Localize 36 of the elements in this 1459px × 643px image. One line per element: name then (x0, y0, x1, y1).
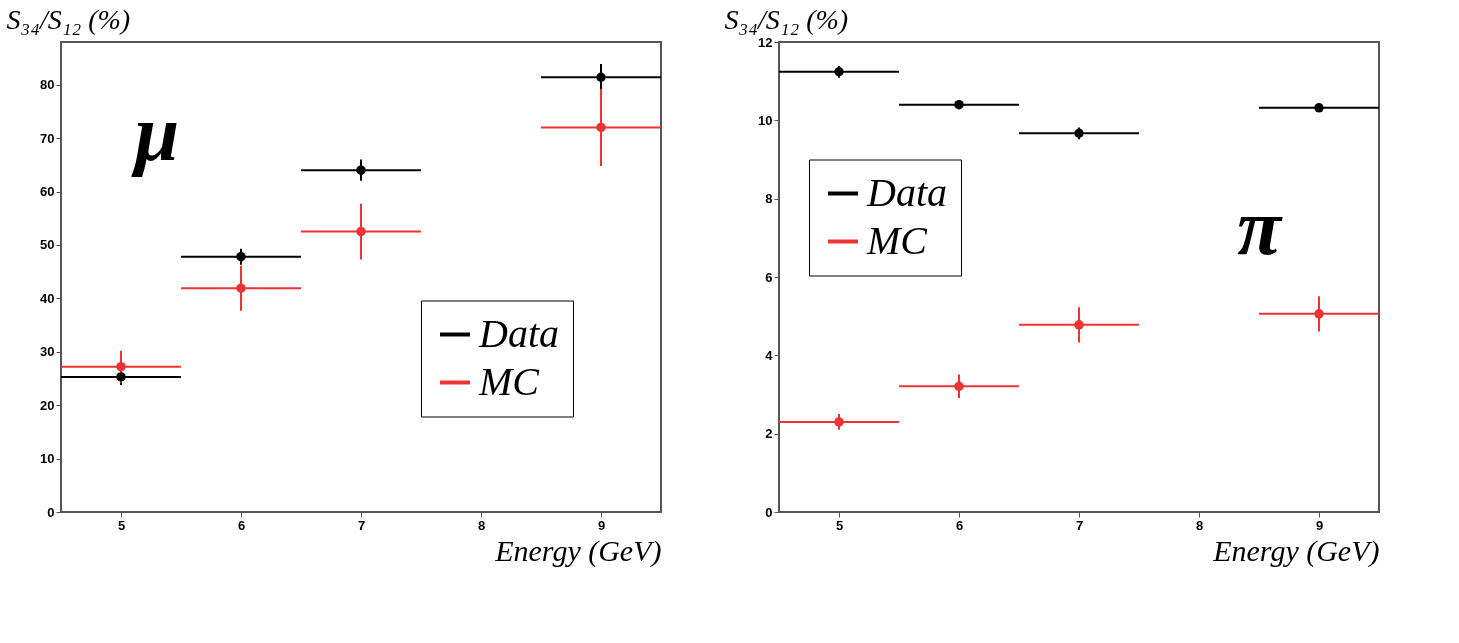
y-tick-label: 10 (40, 451, 55, 467)
y-tick-label: 0 (765, 504, 773, 520)
legend-label: MC (478, 358, 541, 404)
x-tick-label: 5 (117, 517, 126, 533)
y-axis-title: S₃₄/S₁₂ (%) (724, 3, 849, 35)
y-tick-label: 12 (758, 34, 773, 50)
annotation: π (1237, 183, 1284, 271)
y-tick-label: 2 (765, 426, 773, 442)
y-tick-label: 80 (40, 77, 55, 93)
x-tick-label: 6 (237, 517, 246, 533)
x-axis-title: Energy (GeV) (494, 533, 662, 568)
y-tick-label: 10 (758, 112, 773, 128)
x-tick-label: 9 (1315, 517, 1324, 533)
y-tick-label: 6 (765, 269, 773, 285)
y-tick-label: 60 (40, 184, 55, 200)
x-tick-label: 8 (477, 517, 486, 533)
x-tick-label: 7 (357, 517, 366, 533)
x-tick-label: 8 (1195, 517, 1204, 533)
annotation: μ (130, 89, 180, 177)
x-axis-title: Energy (GeV) (1212, 533, 1380, 568)
y-tick-label: 70 (40, 130, 55, 146)
y-tick-label: 0 (47, 504, 55, 520)
y-tick-label: 40 (40, 290, 55, 306)
x-tick-label: 9 (597, 517, 606, 533)
x-tick-label: 7 (1075, 517, 1084, 533)
y-axis-title: S₃₄/S₁₂ (%) (6, 3, 131, 35)
x-tick-label: 5 (835, 517, 844, 533)
legend-label: MC (866, 217, 929, 263)
y-tick-label: 8 (765, 191, 773, 207)
y-tick-label: 20 (40, 397, 55, 413)
legend-label: Data (866, 169, 947, 215)
legend-label: Data (478, 310, 559, 356)
y-tick-label: 4 (765, 347, 774, 363)
y-tick-label: 30 (40, 344, 55, 360)
y-tick-label: 50 (40, 237, 55, 253)
x-tick-label: 6 (955, 517, 964, 533)
